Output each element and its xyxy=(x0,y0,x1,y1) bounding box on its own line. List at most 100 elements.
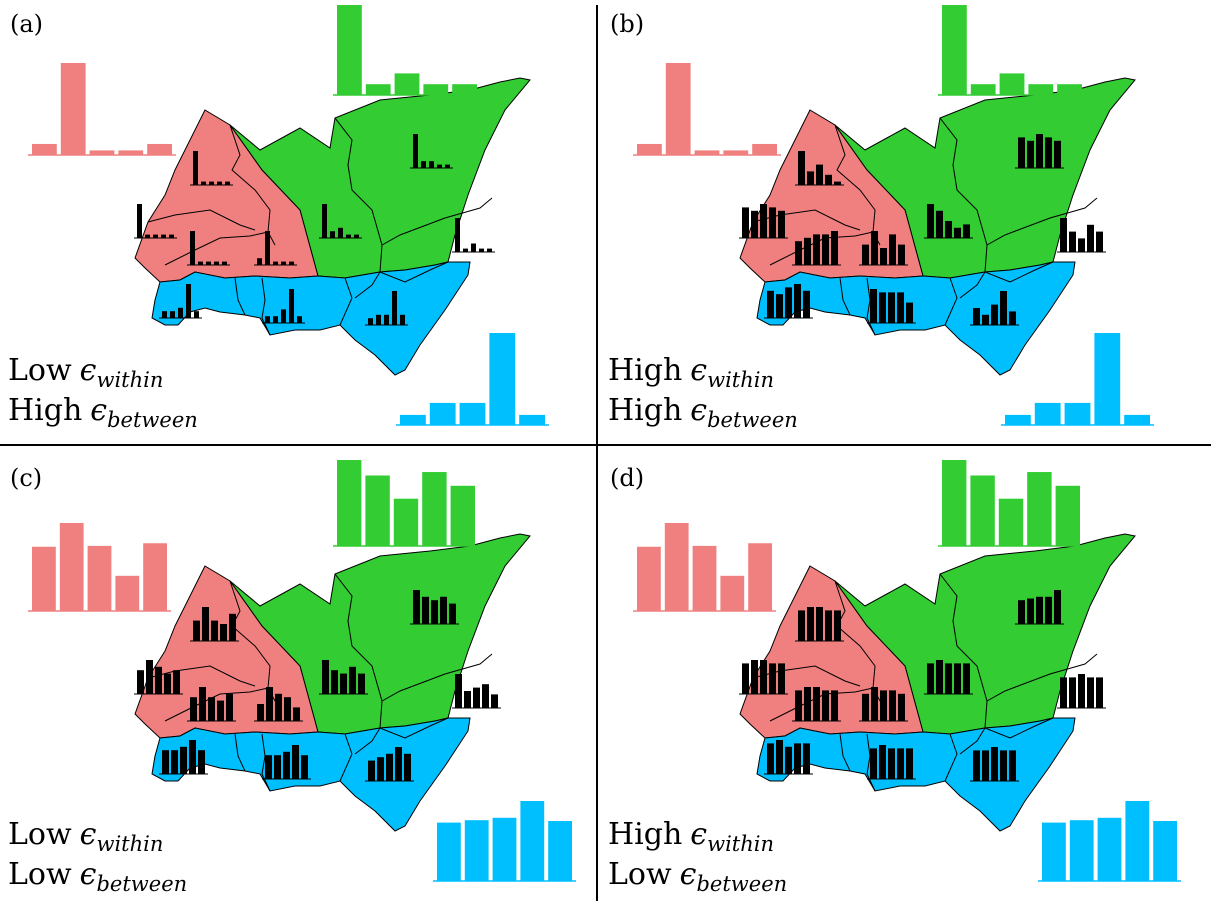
district-border xyxy=(164,231,269,266)
district-histogram xyxy=(1057,218,1106,253)
district-border xyxy=(944,733,958,782)
district-histogram-bar xyxy=(803,743,810,774)
epsilon-between-caption: High ϵbetween xyxy=(8,393,198,432)
histogram-bar xyxy=(1057,84,1082,95)
district-border xyxy=(147,209,256,231)
histogram-bar xyxy=(1124,414,1150,425)
district-histogram-bar xyxy=(936,660,943,694)
district-histogram-bar xyxy=(927,204,934,238)
district-histogram-bar xyxy=(991,304,998,325)
district-histogram-bar xyxy=(400,314,405,325)
district-histogram-bar xyxy=(198,261,203,265)
district-histogram-bar xyxy=(193,151,198,185)
district-histogram-bar xyxy=(785,287,792,318)
district-histogram-bar xyxy=(795,241,802,265)
district-histogram-bar xyxy=(202,607,209,641)
district-histogram-bar xyxy=(1009,311,1016,325)
district-histogram-bar xyxy=(169,234,174,238)
district-histogram-bar xyxy=(798,610,805,641)
district-histogram-bar xyxy=(349,666,356,694)
district-histogram-bar xyxy=(1078,238,1085,252)
district-histogram-bar xyxy=(137,204,142,238)
district-border xyxy=(959,271,986,299)
district-histogram-bar xyxy=(742,207,749,238)
district-histogram-bar xyxy=(963,663,970,694)
blue-aggregate-histogram xyxy=(1038,801,1181,882)
district-histogram-bar xyxy=(431,600,438,624)
district-histogram-bar xyxy=(776,294,783,318)
district-histogram-bar xyxy=(265,316,270,323)
panel-a: (a) Low ϵwithin High ϵbetween xyxy=(8,5,549,432)
district-histogram-bar xyxy=(816,164,823,185)
panel-d: (d) High ϵwithin Low ϵbetween xyxy=(608,460,1181,896)
histogram-bar xyxy=(970,475,995,546)
epsilon-subscript: between xyxy=(696,872,787,896)
district-histogram-bar xyxy=(760,204,767,238)
district-histogram-bar xyxy=(437,164,442,168)
district-histogram-bar xyxy=(199,687,206,721)
district-histogram-bar xyxy=(471,243,476,252)
district-histogram-bar xyxy=(273,316,278,323)
epsilon-within-caption: Low ϵwithin xyxy=(8,817,163,856)
district-histogram-bar xyxy=(217,700,224,721)
district-histogram-bar xyxy=(194,311,199,318)
district-histogram-bar xyxy=(386,753,393,781)
district-histogram-bar xyxy=(354,234,359,238)
histogram-bar xyxy=(115,575,140,611)
histogram-bar xyxy=(1034,402,1061,425)
district-histogram-bar xyxy=(281,261,286,265)
district-histogram-bar xyxy=(822,690,829,721)
caption-prefix: High xyxy=(608,393,682,428)
district-histogram-bar xyxy=(338,227,343,238)
district-histogram-bar xyxy=(973,750,980,781)
district-histogram-bar xyxy=(482,684,489,708)
district-border xyxy=(866,277,876,336)
district-histogram-bar xyxy=(769,663,776,694)
district-histogram-bar xyxy=(170,311,175,318)
district-histogram xyxy=(1057,674,1106,709)
district-histogram-bar xyxy=(880,690,887,721)
district-histogram-bar xyxy=(906,748,913,779)
district-histogram-bar xyxy=(825,174,832,185)
district-border xyxy=(959,727,986,755)
district-histogram-bar xyxy=(816,607,823,641)
district-histogram-bar xyxy=(1027,140,1034,168)
district-histogram-bar xyxy=(368,760,375,781)
district-histogram-bar xyxy=(186,284,191,318)
histogram-bar xyxy=(489,333,516,425)
histogram-bar xyxy=(492,817,517,881)
panel-label: (a) xyxy=(10,10,43,38)
district-histogram-bar xyxy=(421,161,426,168)
histogram-bar xyxy=(520,801,545,881)
district-histogram-bar xyxy=(229,613,236,641)
region-map xyxy=(134,533,531,832)
epsilon-within-caption: Low ϵwithin xyxy=(8,353,163,392)
blue-region xyxy=(756,261,1076,376)
district-histogram-bar xyxy=(455,674,462,708)
epsilon-between-caption: Low ϵbetween xyxy=(608,857,787,896)
district-histogram-bar xyxy=(473,687,480,708)
district-histogram-bar xyxy=(214,261,219,265)
district-histogram-bar xyxy=(265,231,270,265)
district-histogram xyxy=(764,740,813,775)
caption-prefix: High xyxy=(608,817,682,852)
district-histogram-bar xyxy=(879,292,886,323)
histogram-bar xyxy=(637,546,661,611)
district-histogram-bar xyxy=(145,234,150,238)
district-histogram-bar xyxy=(395,747,402,781)
district-histogram xyxy=(970,291,1019,326)
panel-b: (b) High ϵwithin High ϵbetween xyxy=(608,5,1154,432)
histogram-bar xyxy=(452,84,477,95)
district-histogram-bar xyxy=(825,610,832,641)
district-histogram-bar xyxy=(889,234,896,265)
district-border xyxy=(379,261,449,283)
green-aggregate-histogram xyxy=(938,460,1084,547)
district-histogram-bar xyxy=(776,740,783,774)
district-histogram-bar xyxy=(1054,140,1061,168)
district-histogram-bar xyxy=(289,261,294,265)
district-histogram-bar xyxy=(301,755,308,779)
district-border xyxy=(984,717,1054,739)
district-histogram-bar xyxy=(807,607,814,641)
histogram-bar xyxy=(519,414,545,425)
histogram-bar xyxy=(422,472,447,546)
